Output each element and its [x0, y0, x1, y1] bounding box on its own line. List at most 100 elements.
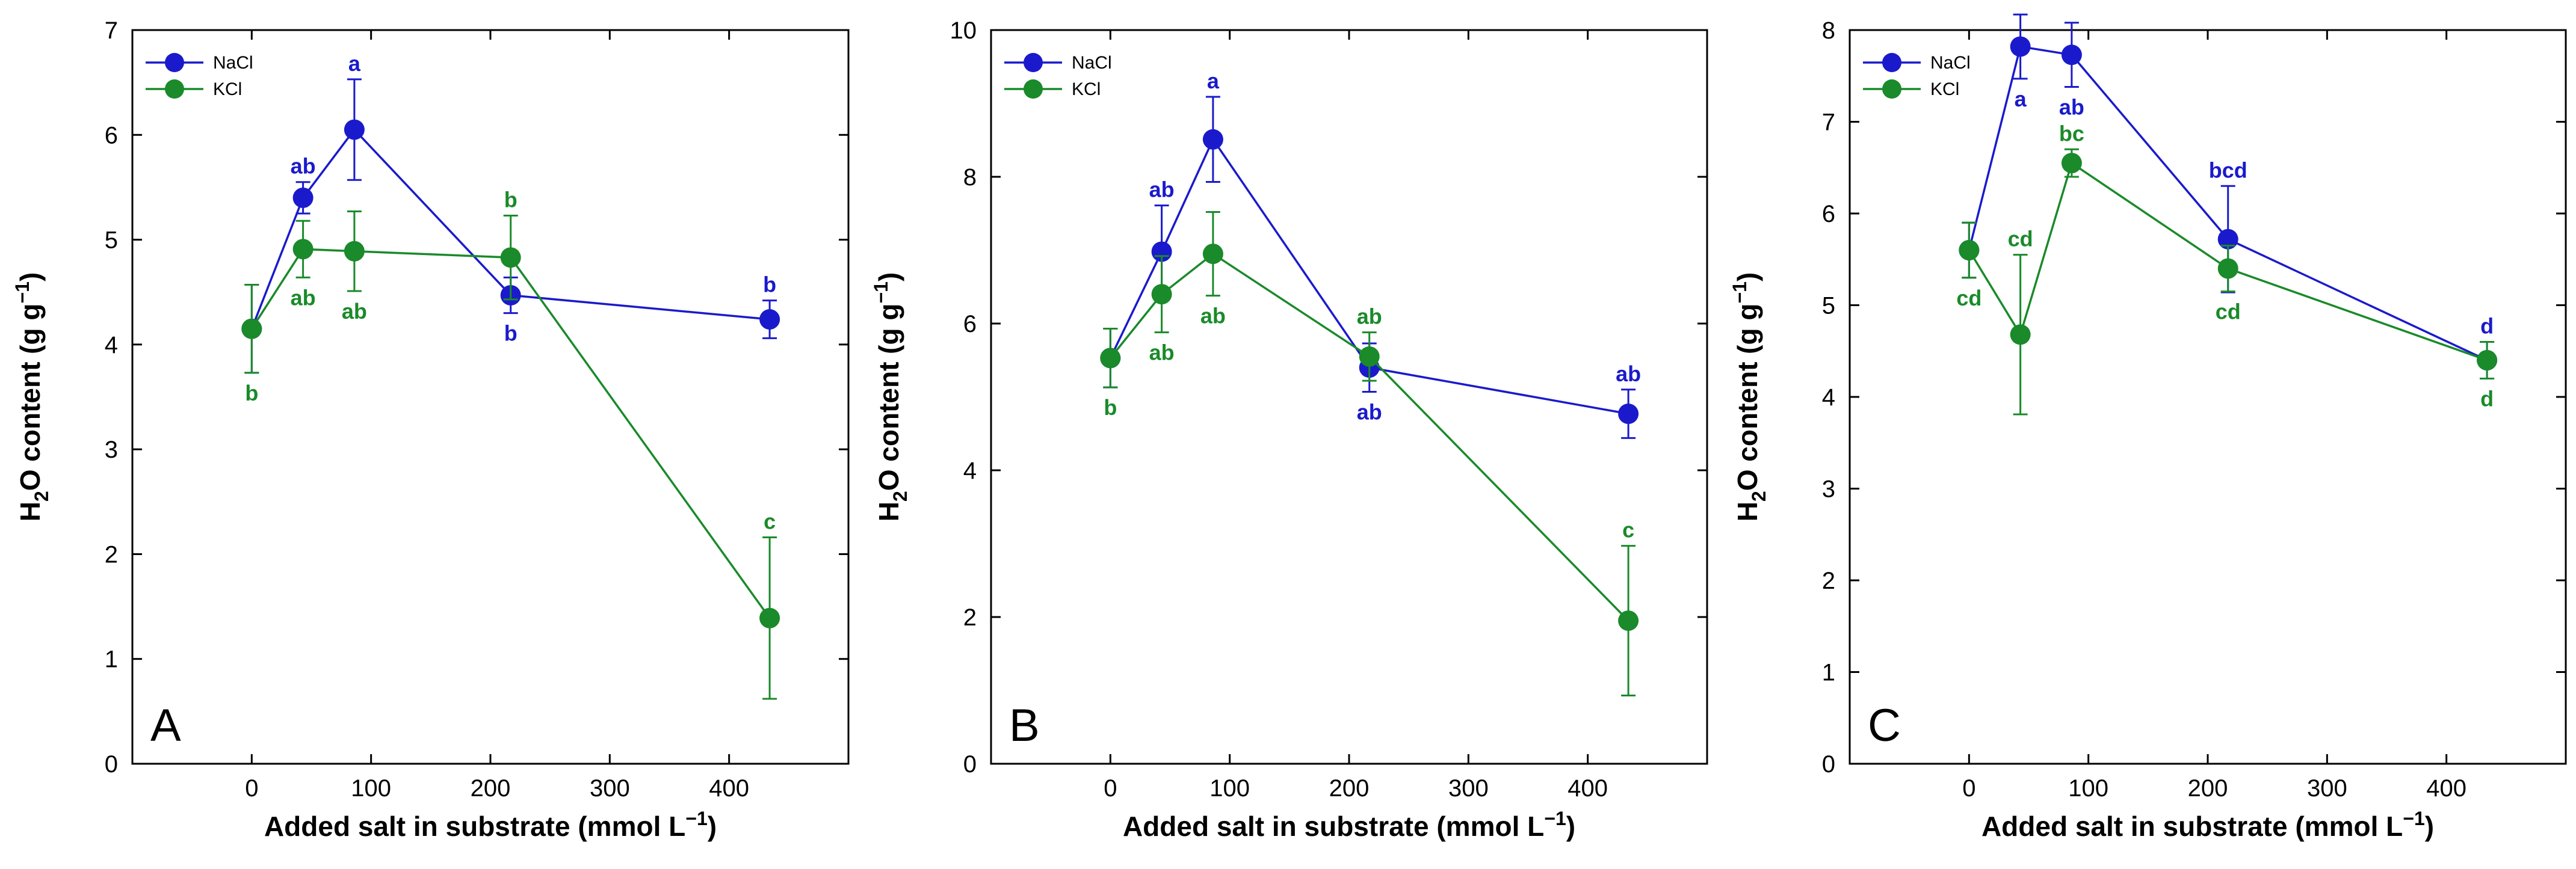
- significance-letter: cd: [2216, 299, 2241, 324]
- significance-letter: cd: [2008, 227, 2033, 251]
- series-nacl: a ab bcd d: [1959, 13, 2498, 379]
- data-point-kcl: [2477, 350, 2498, 370]
- y-tick-label: 7: [1822, 109, 1835, 136]
- y-tick-label: 4: [963, 458, 977, 484]
- y-tick-label: 2: [1822, 568, 1835, 594]
- legend-marker: [1024, 79, 1043, 99]
- data-point-kcl: [344, 241, 365, 262]
- y-axis-label-sup: −1: [870, 281, 892, 303]
- data-point-kcl: [1959, 240, 1980, 260]
- data-point-kcl: [2217, 258, 2238, 279]
- data-point-nacl: [292, 187, 314, 208]
- y-axis-label-main: H: [14, 502, 46, 521]
- x-axis-label-main: Added salt in substrate (mmol L: [264, 811, 685, 842]
- legend-marker: [1882, 53, 1901, 72]
- x-axis-label-close: ): [708, 811, 717, 842]
- x-tick-label: 100: [2068, 775, 2108, 802]
- data-point-nacl: [759, 309, 780, 330]
- significance-letter: d: [2480, 314, 2494, 339]
- legend-marker: [165, 79, 184, 99]
- panel-label: A: [150, 700, 181, 751]
- y-tick-label: 4: [105, 332, 118, 358]
- data-point-kcl: [1359, 346, 1380, 367]
- significance-letter: ab: [1200, 304, 1226, 328]
- y-axis-label: H2O content (g g−1): [1729, 272, 1770, 522]
- y-tick-label: 0: [1822, 751, 1835, 778]
- plot-frame: [990, 29, 1708, 765]
- data-point-kcl: [500, 247, 521, 268]
- x-axis-label: Added salt in substrate (mmol L−1): [264, 808, 717, 842]
- series-kcl: b ab ab ab c: [1100, 211, 1639, 697]
- x-axis-label-sup: −1: [2403, 808, 2424, 829]
- y-axis-label-main: H: [873, 502, 904, 521]
- x-tick-label: 100: [1209, 775, 1250, 802]
- data-point-kcl: [2010, 324, 2031, 345]
- data-point-kcl: [759, 607, 780, 628]
- x-tick-label: 0: [1104, 775, 1117, 802]
- y-axis-label-close: ): [1732, 272, 1763, 281]
- data-point-kcl: [1100, 348, 1121, 369]
- significance-letter: ab: [1616, 361, 1641, 386]
- x-axis-label-close: ): [1566, 811, 1575, 842]
- significance-letter: cd: [1956, 286, 1981, 310]
- x-tick-label: 400: [2426, 775, 2466, 802]
- y-axis-label-mid: O content (g g: [1732, 304, 1763, 491]
- y-tick-label: 5: [105, 227, 118, 254]
- x-axis-label-sup: −1: [685, 808, 707, 829]
- data-point-kcl: [1151, 284, 1172, 305]
- panel-label: C: [1868, 700, 1901, 751]
- legend-label-kcl: KCl: [213, 79, 242, 99]
- y-axis-label-close: ): [873, 272, 904, 281]
- x-tick-label: 200: [2188, 775, 2228, 802]
- x-tick-label: 300: [2307, 775, 2347, 802]
- legend-label-kcl: KCl: [1072, 79, 1101, 99]
- y-axis-label-sup: −1: [11, 281, 33, 303]
- significance-letter: b: [1104, 395, 1117, 420]
- y-tick-label: 10: [950, 17, 977, 44]
- y-tick-label: 0: [963, 751, 977, 778]
- legend-label-nacl: NaCl: [213, 53, 253, 73]
- significance-letter: d: [2480, 387, 2494, 411]
- legend: NaCl KCl: [1863, 53, 1971, 99]
- y-tick-label: 2: [963, 604, 977, 631]
- data-point-nacl: [344, 119, 365, 140]
- significance-letter: c: [1622, 518, 1634, 542]
- data-point-kcl: [241, 318, 262, 339]
- x-axis-label: Added salt in substrate (mmol L−1): [1981, 808, 2434, 842]
- chart-panel-c: 0 100 200 300 400 0 1 2 3 4 5 6 7 8 Added salt in subs…: [1729, 13, 2567, 842]
- legend: NaCl KCl: [146, 53, 253, 99]
- panel-label: B: [1009, 700, 1040, 751]
- plot-frame: [1849, 29, 2567, 765]
- data-point-kcl: [1618, 610, 1639, 631]
- y-tick-label: 3: [1822, 476, 1835, 503]
- y-axis-label-main: H: [1732, 502, 1763, 521]
- x-axis-label-close: ): [2425, 811, 2434, 842]
- x-tick-label: 0: [1962, 775, 1975, 802]
- significance-letter: c: [764, 509, 776, 534]
- significance-letter: b: [763, 272, 776, 297]
- y-axis-label-sub: 2: [889, 491, 911, 502]
- x-tick-label: 200: [471, 775, 511, 802]
- legend-marker: [1024, 53, 1043, 72]
- x-axis-label: Added salt in substrate (mmol L−1): [1123, 808, 1575, 842]
- data-point-nacl: [1618, 404, 1639, 425]
- significance-letter: ab: [2059, 95, 2084, 120]
- significance-letter: bcd: [2209, 158, 2247, 182]
- x-tick-label: 300: [1448, 775, 1489, 802]
- x-tick-label: 0: [245, 775, 258, 802]
- significance-letter: a: [348, 51, 361, 76]
- y-tick-label: 4: [1822, 384, 1835, 411]
- x-tick-label: 200: [1329, 775, 1370, 802]
- y-axis-label-sub: 2: [1748, 491, 1770, 502]
- x-axis-label-sup: −1: [1544, 808, 1566, 829]
- data-point-nacl: [2010, 36, 2031, 57]
- significance-letter: bc: [2059, 121, 2084, 146]
- y-axis-label-sup: −1: [1729, 281, 1750, 303]
- x-tick-label: 400: [1568, 775, 1608, 802]
- y-tick-label: 2: [105, 541, 118, 568]
- legend-label-nacl: NaCl: [1072, 53, 1112, 73]
- y-tick-label: 5: [1822, 293, 1835, 319]
- y-axis-label: H2O content (g g−1): [870, 272, 911, 522]
- y-tick-label: 1: [1822, 660, 1835, 686]
